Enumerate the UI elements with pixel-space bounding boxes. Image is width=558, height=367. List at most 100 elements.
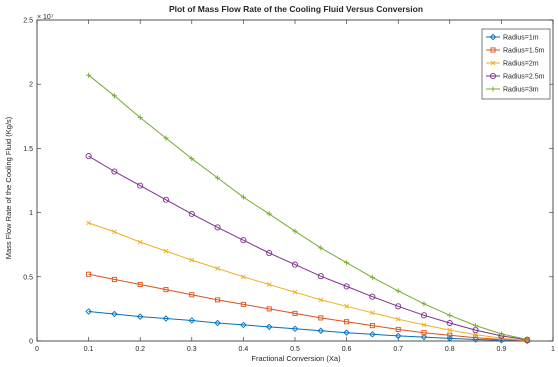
data-point <box>343 283 350 290</box>
data-point <box>395 303 402 310</box>
data-point <box>266 306 272 312</box>
series-line <box>88 222 528 341</box>
legend-item: Radius=2.5m <box>486 72 545 81</box>
x-tick-label: 0.8 <box>445 346 455 353</box>
data-point <box>370 310 375 316</box>
data-point <box>369 323 375 329</box>
data-point <box>490 60 496 66</box>
data-point <box>473 335 479 341</box>
data-point <box>318 245 324 251</box>
legend-label: Radius=1m <box>503 35 539 42</box>
legend-label: Radius=1.5m <box>503 48 545 55</box>
data-point <box>111 310 118 318</box>
data-point <box>447 327 453 333</box>
data-point <box>188 210 195 217</box>
data-point <box>136 313 144 320</box>
series-radius-3m <box>86 72 530 343</box>
y-tick-label: 0.5 <box>23 274 33 281</box>
data-point <box>420 312 428 319</box>
series-radius-2-5m <box>85 153 531 343</box>
data-point <box>369 331 376 338</box>
data-point <box>85 153 92 160</box>
y-tick-label: 0 <box>29 339 33 346</box>
data-point <box>85 308 92 315</box>
data-point <box>163 135 169 141</box>
data-point <box>291 325 299 333</box>
data-point <box>344 303 349 309</box>
y-tick-label: 2 <box>29 82 33 89</box>
data-point <box>215 297 221 303</box>
data-point <box>266 211 272 217</box>
data-point <box>369 293 376 300</box>
data-point <box>420 333 428 341</box>
data-point <box>447 312 453 318</box>
y-axis-exponent: × 10⁷ <box>37 14 54 21</box>
x-tick-label: 0.4 <box>239 346 249 353</box>
data-point <box>86 271 92 277</box>
series-line <box>88 311 528 342</box>
data-point <box>343 329 350 336</box>
y-axis-label: Mass Flow Rate of the Cooling Fluid (Kg/… <box>4 116 13 259</box>
data-point <box>266 249 273 257</box>
data-point <box>318 315 324 321</box>
data-point <box>421 330 427 336</box>
data-point <box>446 319 453 327</box>
x-tick-label: 0.3 <box>187 346 197 353</box>
y-axis: 0 0.5 1 1.5 2 2.5 <box>23 18 553 346</box>
data-point <box>292 310 298 316</box>
data-point <box>344 319 350 325</box>
data-point <box>137 114 143 121</box>
data-point <box>241 274 246 280</box>
data-point <box>188 317 196 324</box>
data-point <box>189 257 195 263</box>
chart-title: Plot of Mass Flow Rate of the Cooling Fl… <box>169 4 423 14</box>
data-point <box>111 168 118 175</box>
data-point <box>137 182 144 189</box>
data-point <box>162 315 170 322</box>
data-point <box>447 332 453 338</box>
data-point <box>214 224 221 231</box>
data-point <box>215 175 221 181</box>
y-tick-label: 1.5 <box>23 146 33 153</box>
data-point <box>111 276 117 282</box>
x-tick-label: 0.1 <box>84 346 94 353</box>
data-point <box>111 93 117 99</box>
data-point <box>137 281 143 288</box>
legend-label: Radius=3m <box>503 87 539 94</box>
data-point <box>394 332 402 340</box>
x-tick-label: 0.7 <box>393 346 403 353</box>
data-point <box>163 248 169 254</box>
legend-item: Radius=3m <box>486 86 539 94</box>
data-point <box>240 194 246 200</box>
data-point <box>498 331 504 337</box>
x-tick-label: 0.5 <box>290 346 300 353</box>
x-tick-label: 1 <box>551 346 555 353</box>
data-point <box>215 266 220 271</box>
x-tick-label: 0.2 <box>135 346 145 353</box>
legend-item: Radius=2m <box>486 61 539 68</box>
data-point <box>473 322 479 329</box>
data-point <box>317 273 324 280</box>
legend-item: Radius=1m <box>486 33 539 42</box>
data-point <box>489 72 497 80</box>
data-point <box>112 229 117 235</box>
data-point <box>490 47 496 53</box>
data-point <box>317 327 325 334</box>
series-layer <box>85 72 531 344</box>
series-line <box>88 273 528 342</box>
data-point <box>395 316 401 322</box>
data-point <box>489 33 497 41</box>
data-point <box>498 336 504 342</box>
data-point <box>524 336 530 343</box>
data-point <box>292 289 298 295</box>
data-point <box>292 228 298 234</box>
series-line <box>88 155 528 341</box>
data-point <box>189 156 195 162</box>
data-point <box>240 321 247 329</box>
data-point <box>163 287 169 293</box>
data-point <box>395 326 401 332</box>
series-line <box>88 74 528 340</box>
legend-label: Radius=2.5m <box>503 74 545 81</box>
data-point <box>291 261 299 268</box>
data-point <box>240 237 247 244</box>
